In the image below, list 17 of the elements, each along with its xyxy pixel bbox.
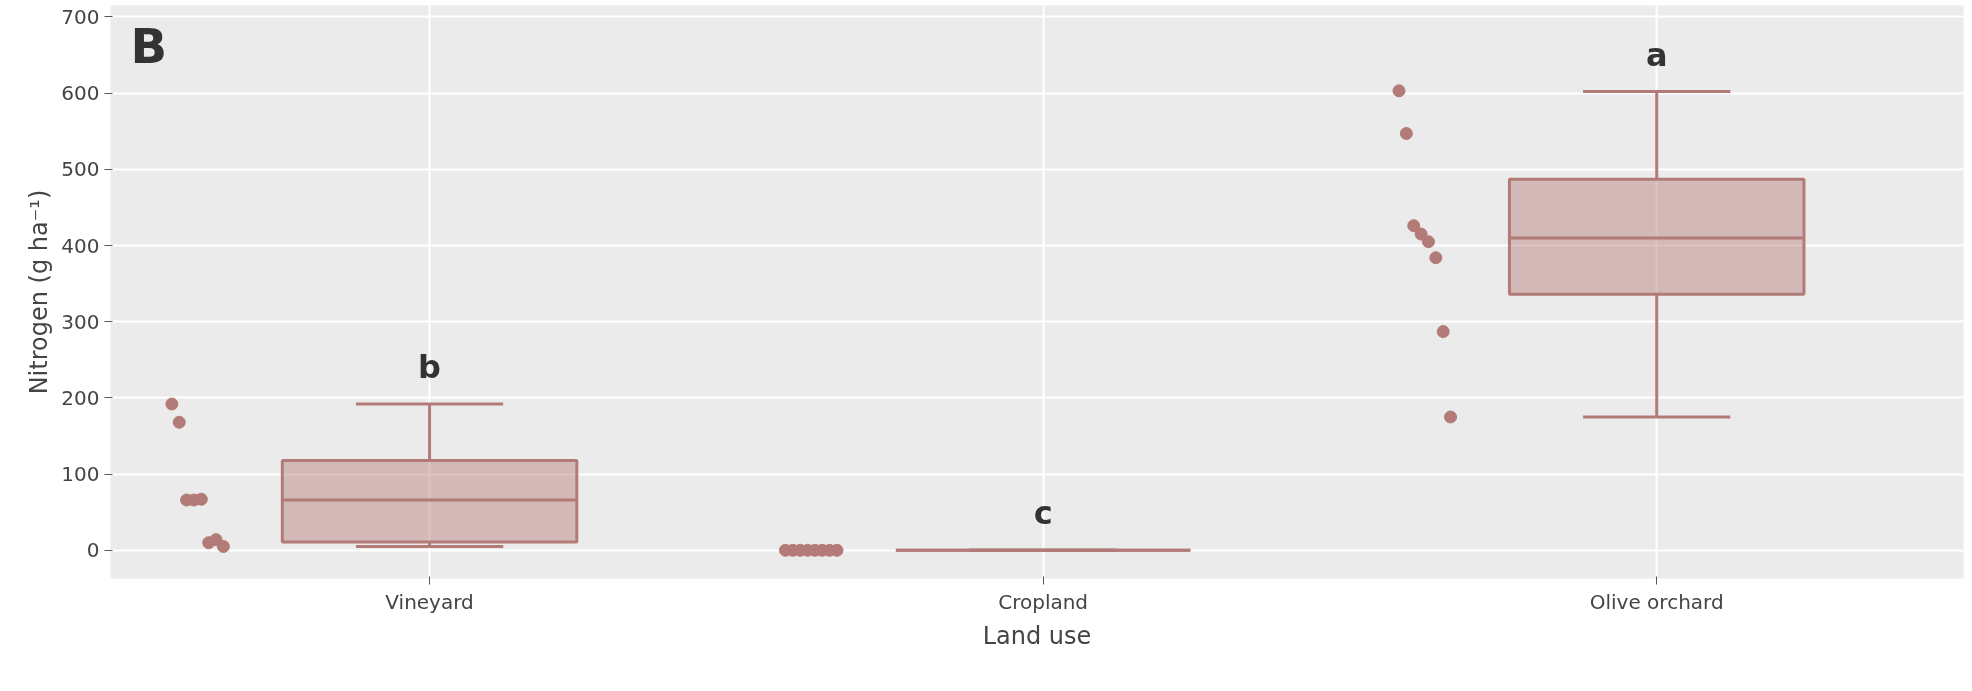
y-tick-label: 0 (86, 538, 100, 563)
x-tick-label: Cropland (998, 589, 1089, 614)
y-tick-label: 300 (61, 309, 100, 334)
annotation: c (1033, 494, 1053, 533)
annotation: b (418, 348, 442, 387)
y-tick-label: 100 (61, 462, 100, 487)
x-tick-label: Olive orchard (1589, 589, 1724, 614)
y-axis-title: Nitrogen (g ha⁻¹) (25, 189, 54, 395)
y-tick-label: 700 (61, 4, 100, 29)
annotation: B (130, 17, 168, 74)
y-tick-label: 600 (61, 81, 100, 106)
y-tick-label: 500 (61, 157, 100, 182)
y-tick-label: 200 (61, 385, 100, 410)
x-tick-label: Vineyard (385, 589, 474, 614)
y-tick-label: 400 (61, 233, 100, 258)
x-axis-title: Land use (982, 621, 1092, 650)
annotation: a (1645, 35, 1668, 74)
